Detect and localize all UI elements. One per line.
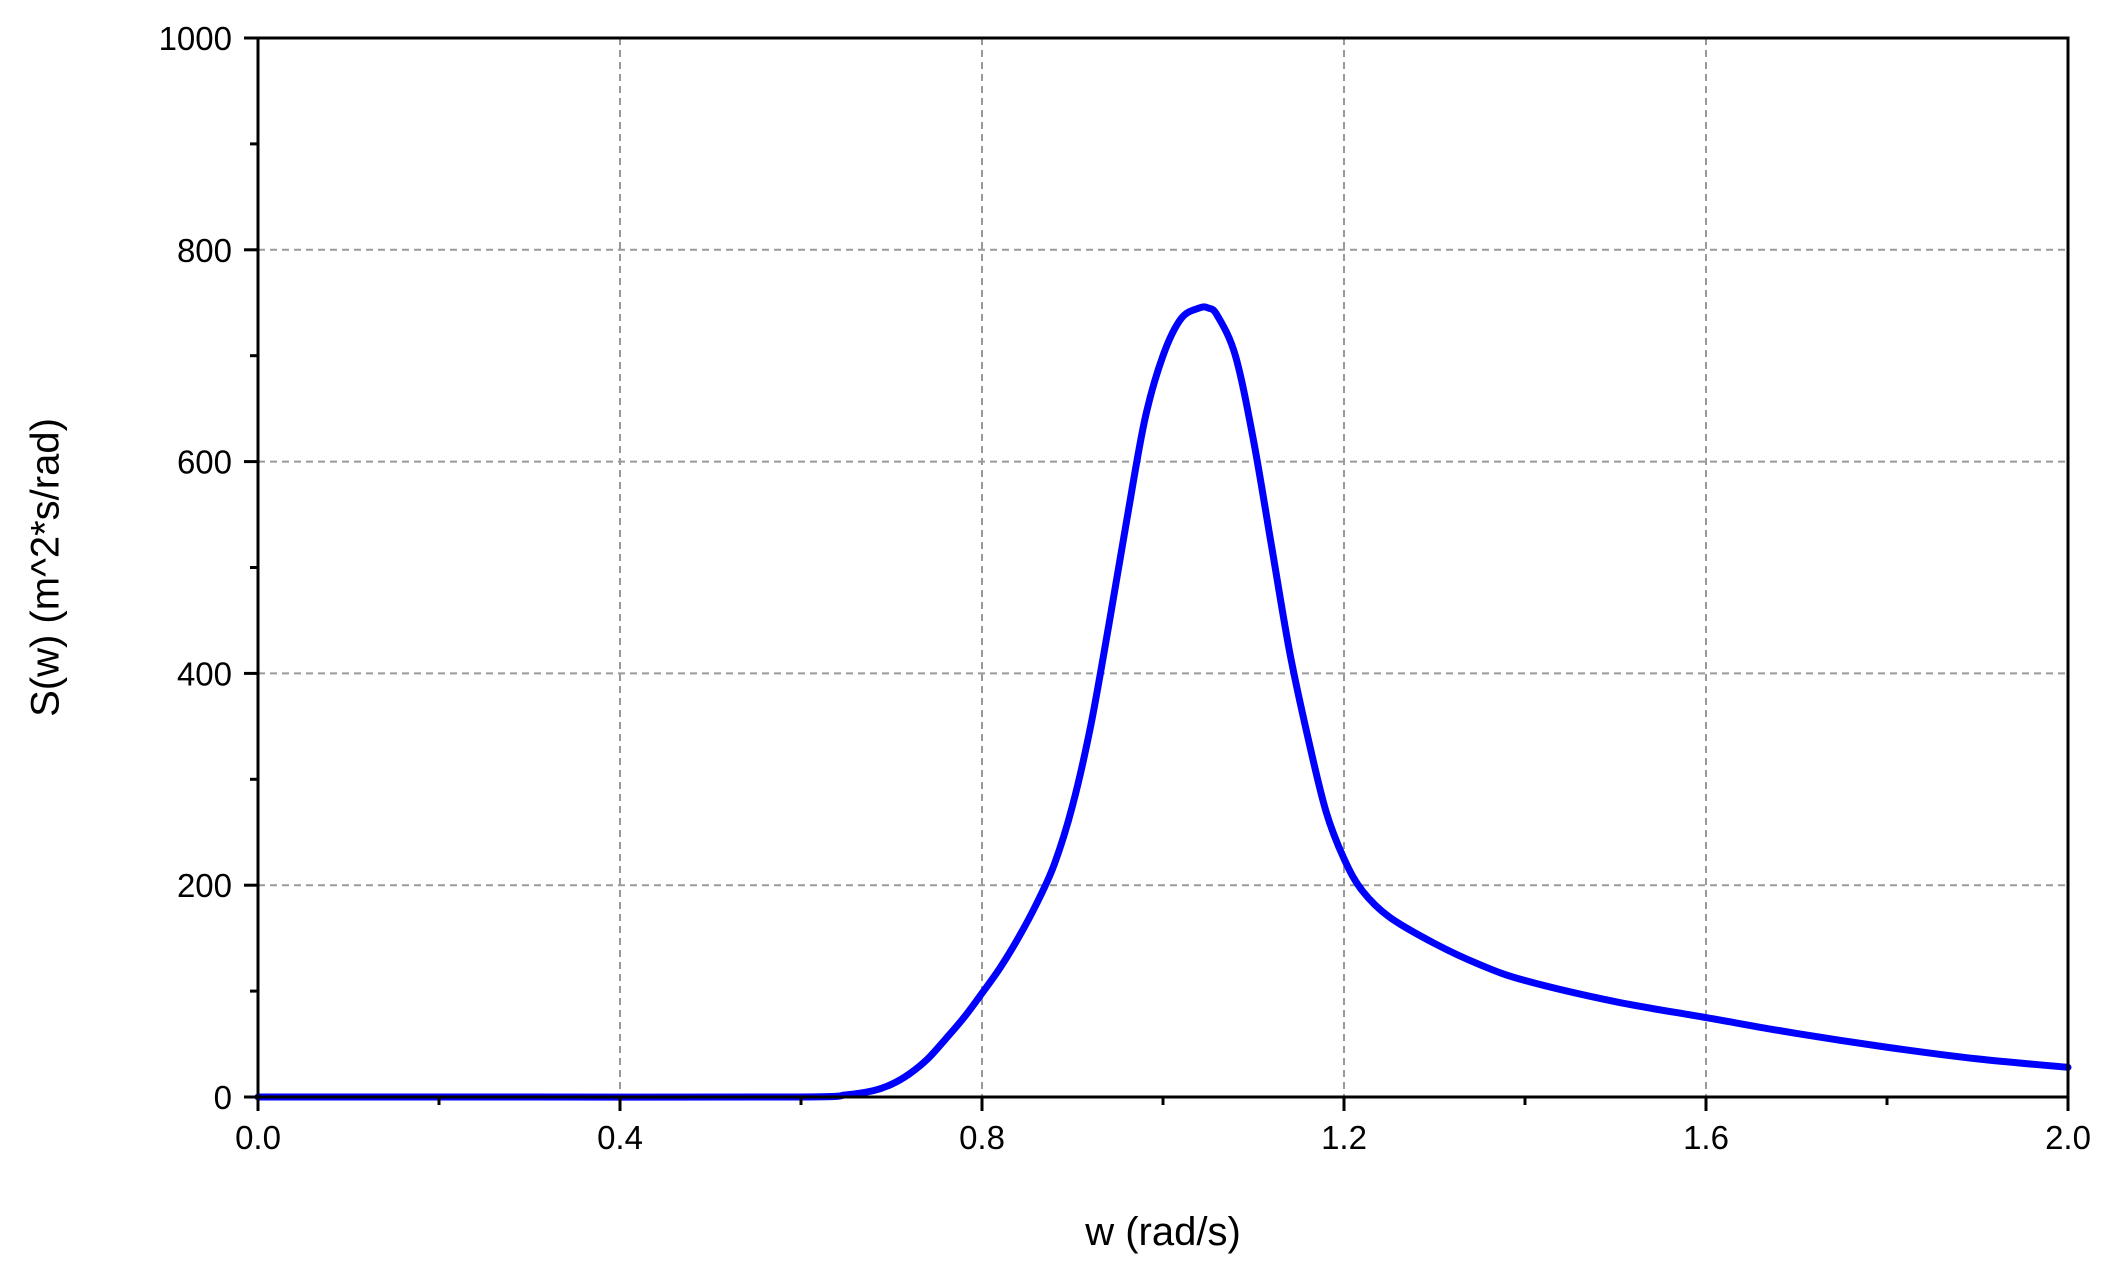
x-tick-label: 0.0 (235, 1119, 281, 1156)
x-tick-label: 0.8 (959, 1119, 1005, 1156)
x-tick-label: 1.2 (1321, 1119, 1367, 1156)
y-tick-label: 400 (177, 655, 232, 692)
y-tick-label: 1000 (159, 20, 232, 57)
axis-ticks (244, 36, 2070, 1111)
y-tick-label: 600 (177, 444, 232, 481)
data-layer (254, 303, 2072, 1101)
x-tick-label: 1.6 (1683, 1119, 1729, 1156)
grid-lines (258, 38, 2068, 1097)
x-tick-label: 2.0 (2045, 1119, 2091, 1156)
y-axis-title: S(w) (m^2*s/rad) (24, 418, 68, 717)
x-axis-title: w (rad/s) (1084, 1210, 1241, 1254)
x-tick-label: 0.4 (597, 1119, 643, 1156)
tick-labels: 0.0 0.4 0.8 1.2 1.6 2.0 0 200 400 600 800 1000 (159, 20, 2091, 1156)
series-line-0 (254, 303, 2072, 1101)
y-tick-label: 200 (177, 867, 232, 904)
plot-frame (256, 36, 2070, 1099)
y-tick-label: 800 (177, 232, 232, 269)
y-tick-label: 0 (214, 1079, 232, 1116)
